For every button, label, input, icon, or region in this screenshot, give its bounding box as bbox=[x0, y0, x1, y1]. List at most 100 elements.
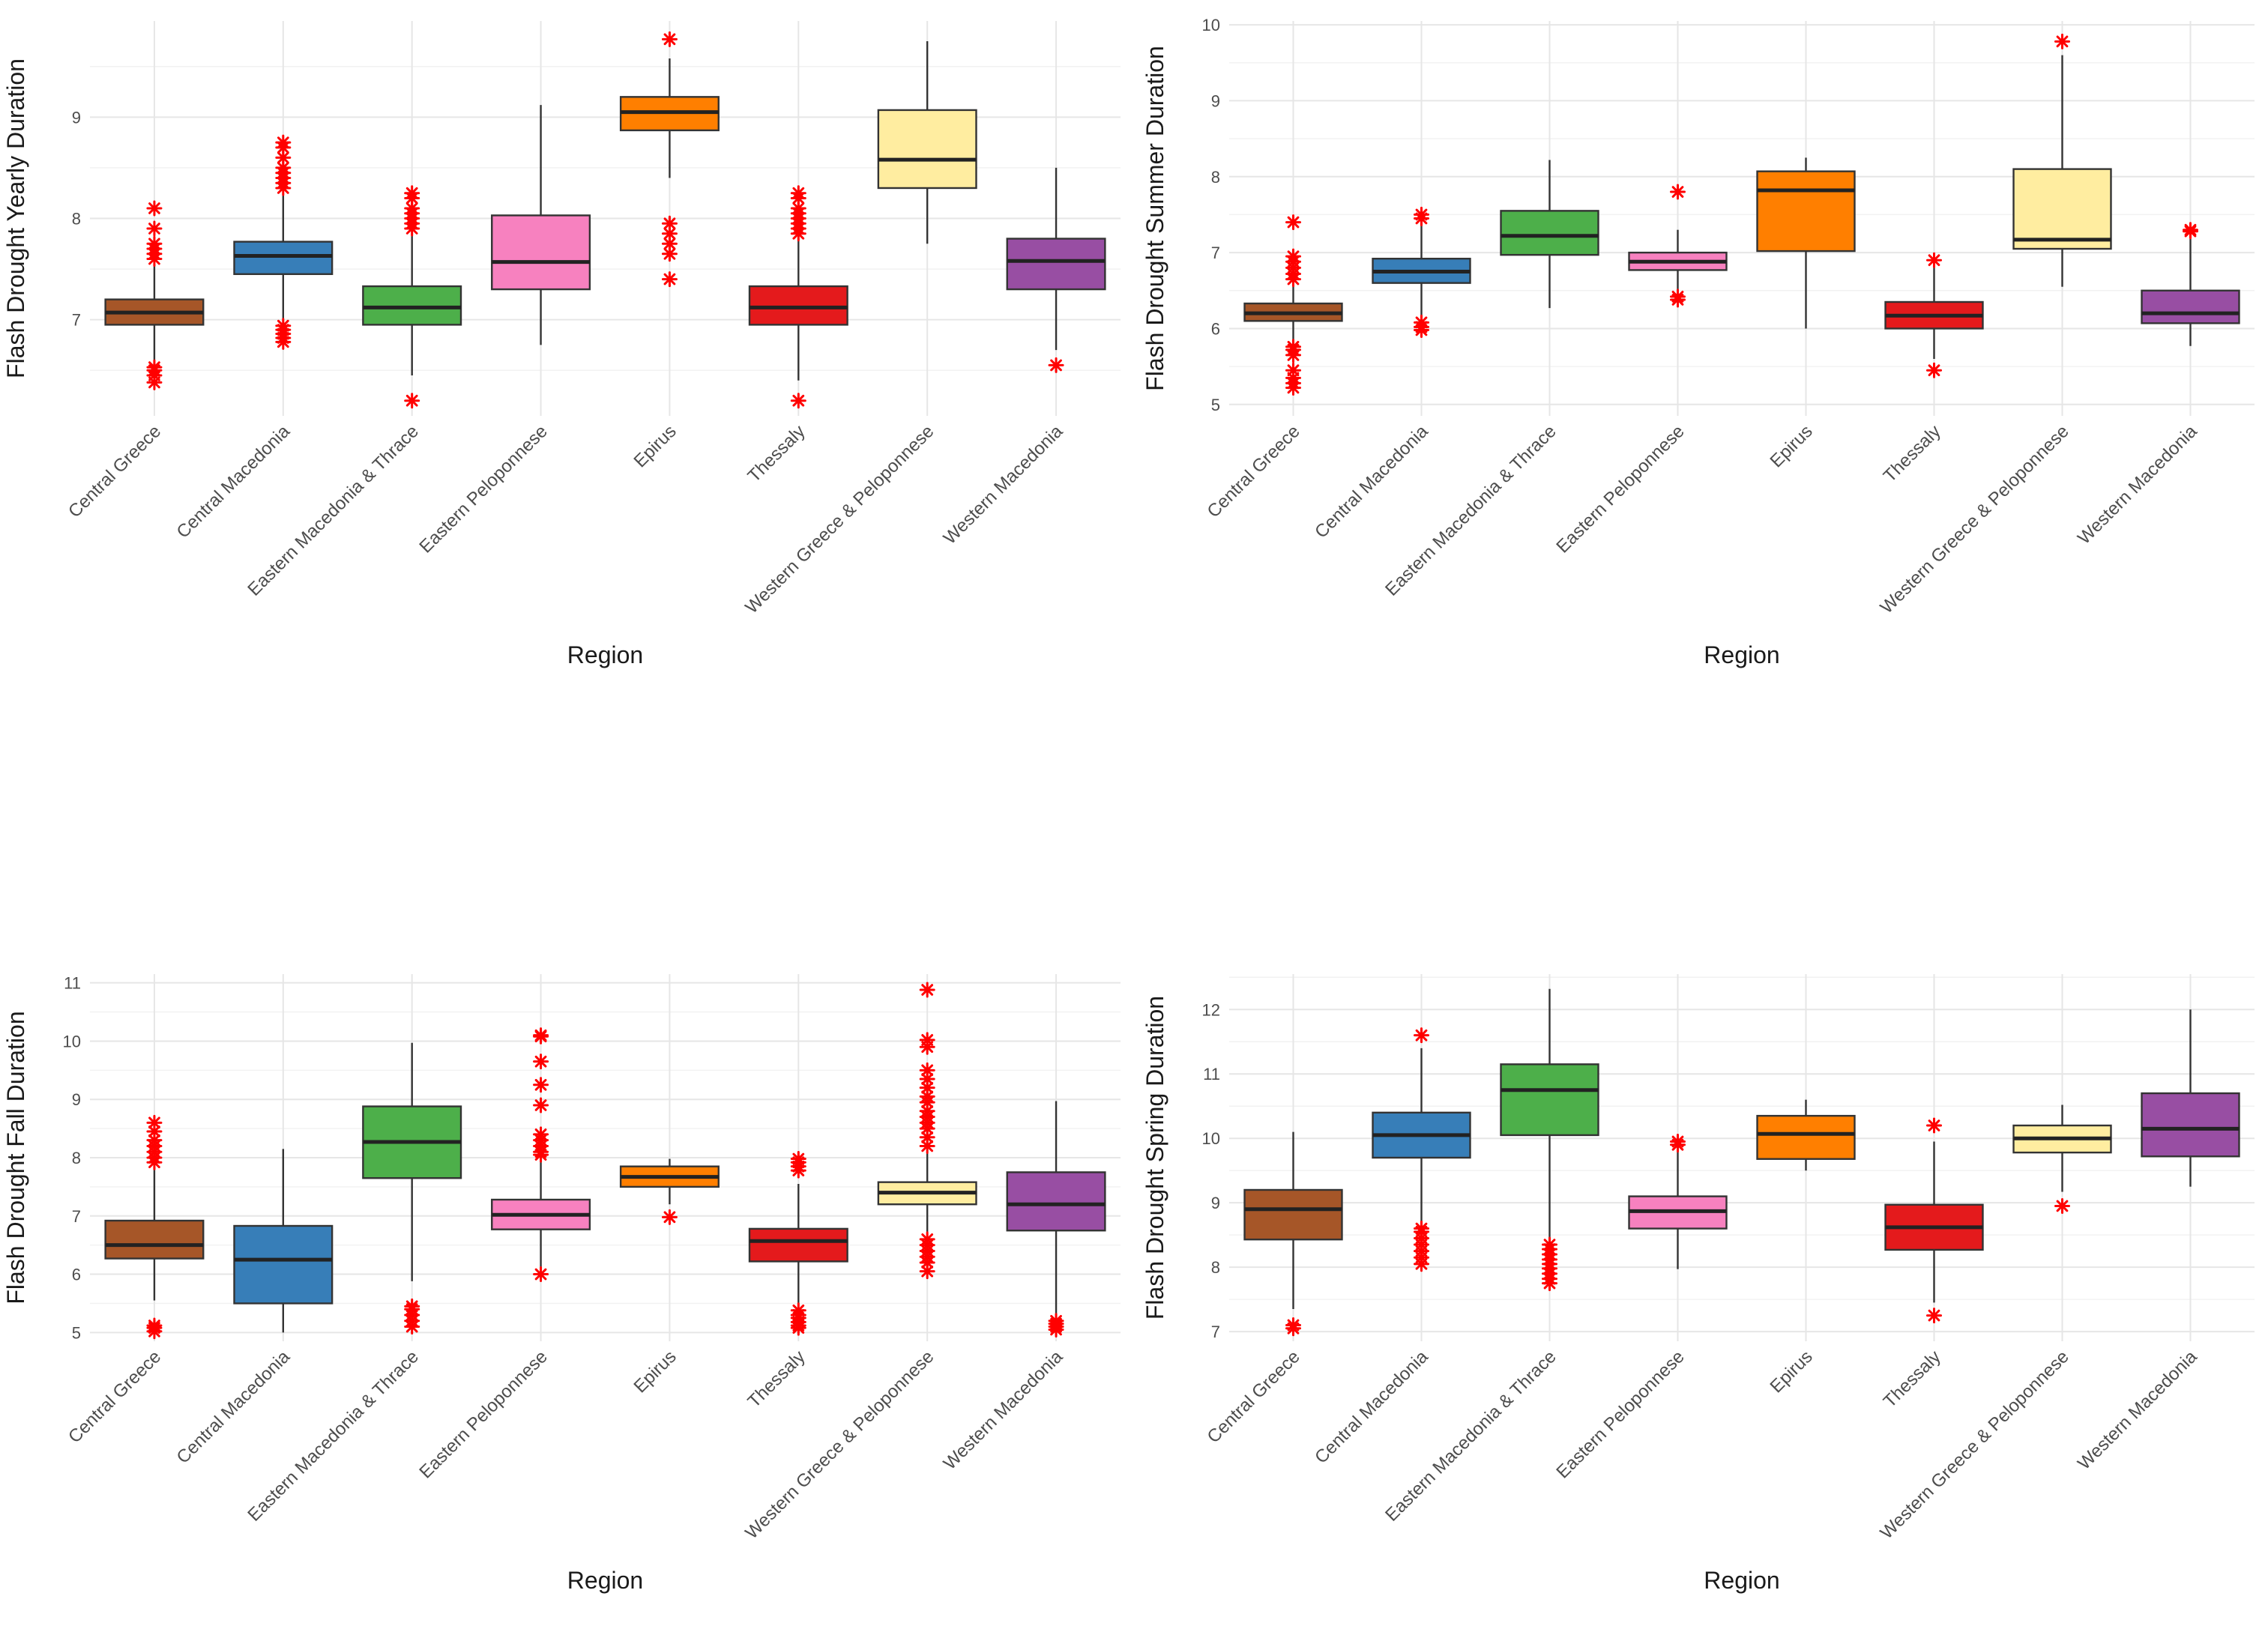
outlier-point bbox=[1670, 1134, 1686, 1150]
y-tick-label: 7 bbox=[1211, 244, 1220, 262]
box-body bbox=[362, 285, 462, 326]
outlier-stroke bbox=[534, 1268, 547, 1281]
y-tick-label: 7 bbox=[1211, 1323, 1220, 1341]
outlier-point bbox=[1670, 184, 1686, 200]
outlier-stroke bbox=[663, 227, 676, 240]
box-eastern-macedonia-and-thrace bbox=[362, 185, 462, 409]
x-tick-label-eastern-peloponnese: Eastern Peloponnese bbox=[1552, 421, 1688, 557]
outlier-stroke bbox=[921, 1064, 934, 1077]
outlier-stroke bbox=[1928, 1119, 1940, 1131]
outlier-stroke bbox=[534, 1099, 547, 1111]
x-tick-label-central-macedonia: Central Macedonia bbox=[173, 1347, 295, 1468]
outlier-stroke bbox=[792, 1304, 805, 1317]
outlier-stroke bbox=[663, 1211, 676, 1224]
x-tick-label-central-macedonia: Central Macedonia bbox=[1311, 421, 1432, 542]
box-central-greece bbox=[104, 1114, 205, 1340]
outlier-point bbox=[661, 1209, 678, 1225]
boxplots bbox=[1243, 988, 2240, 1337]
y-tick-label: 12 bbox=[1202, 1000, 1220, 1019]
box-epirus bbox=[619, 1158, 720, 1225]
x-tick-label-western-macedonia: Western Macedonia bbox=[940, 1347, 1067, 1474]
x-tick-label-epirus: Epirus bbox=[1767, 421, 1817, 471]
box-western-greece-and-peloponnese bbox=[2012, 1104, 2112, 1214]
box-western-greece-and-peloponnese bbox=[877, 41, 977, 244]
outlier-stroke bbox=[148, 202, 160, 214]
outlier-point bbox=[1414, 206, 1429, 223]
box-eastern-macedonia-and-thrace bbox=[1500, 988, 1599, 1292]
box-body bbox=[2012, 168, 2112, 250]
outlier-stroke bbox=[663, 238, 676, 250]
box-central-macedonia bbox=[233, 134, 334, 350]
outlier-stroke bbox=[1050, 359, 1062, 372]
outlier-stroke bbox=[921, 1265, 934, 1278]
box-eastern-peloponnese bbox=[1628, 184, 1728, 308]
box-body bbox=[748, 1227, 848, 1263]
box-thessaly bbox=[748, 185, 848, 409]
outlier-point bbox=[1542, 1236, 1557, 1253]
outlier-stroke bbox=[1287, 250, 1300, 263]
outlier-point bbox=[1414, 314, 1429, 330]
x-tick-label-western-macedonia: Western Macedonia bbox=[940, 421, 1067, 548]
x-tick-label-thessaly: Thessaly bbox=[1880, 421, 1945, 486]
outlier-stroke bbox=[921, 1090, 934, 1103]
outlier-stroke bbox=[1287, 340, 1300, 353]
y-tick-label: 7 bbox=[72, 311, 81, 330]
outlier-point bbox=[146, 1132, 163, 1149]
outlier-point bbox=[146, 200, 163, 217]
box-central-macedonia bbox=[1372, 206, 1471, 338]
x-tick-label-thessaly: Thessaly bbox=[744, 1347, 809, 1412]
outlier-point bbox=[404, 393, 420, 409]
outlier-stroke bbox=[792, 202, 805, 214]
y-axis-title: Flash Drought Fall Duration bbox=[2, 1011, 29, 1304]
outlier-point bbox=[919, 1032, 935, 1048]
outlier-point bbox=[919, 1088, 935, 1104]
box-body bbox=[1500, 1063, 1599, 1137]
x-tick-label-central-greece: Central Greece bbox=[1204, 1347, 1304, 1447]
box-western-macedonia bbox=[2141, 222, 2240, 346]
box-body bbox=[1006, 238, 1106, 291]
outlier-stroke bbox=[148, 361, 160, 374]
x-tick-label-western-macedonia: Western Macedonia bbox=[2074, 421, 2201, 548]
x-axis-title: Region bbox=[567, 641, 643, 668]
outlier-point bbox=[533, 1027, 549, 1044]
outlier-point bbox=[404, 1298, 420, 1314]
outlier-stroke bbox=[921, 1073, 934, 1085]
outlier-point bbox=[790, 1151, 806, 1167]
y-tick-labels: 5 6 7 8 9 10 11 bbox=[63, 974, 81, 1343]
outlier-stroke bbox=[663, 217, 676, 230]
y-tick-label: 10 bbox=[63, 1032, 81, 1051]
x-tick-label-western-macedonia: Western Macedonia bbox=[2074, 1347, 2201, 1474]
outlier-stroke bbox=[1671, 1135, 1684, 1148]
box-central-greece bbox=[104, 200, 205, 390]
outlier-stroke bbox=[277, 162, 289, 174]
outlier-point bbox=[1414, 1027, 1429, 1044]
box-thessaly bbox=[1884, 252, 1984, 378]
y-tick-label: 11 bbox=[64, 974, 81, 993]
x-tick-label-epirus: Epirus bbox=[1767, 1347, 1817, 1397]
box-central-macedonia bbox=[233, 1149, 334, 1333]
box-western-macedonia bbox=[1006, 1101, 1106, 1338]
box-central-macedonia bbox=[1372, 1027, 1471, 1272]
box-body bbox=[1756, 1114, 1856, 1160]
box-central-greece bbox=[1243, 214, 1343, 396]
y-tick-label: 8 bbox=[72, 1149, 81, 1167]
box-body bbox=[1500, 210, 1599, 256]
outlier-point bbox=[919, 1062, 935, 1078]
outlier-point bbox=[2054, 33, 2070, 49]
outlier-stroke bbox=[921, 1233, 934, 1245]
outlier-stroke bbox=[148, 1116, 160, 1129]
x-tick-label-central-greece: Central Greece bbox=[64, 421, 165, 522]
box-central-greece bbox=[1243, 1131, 1343, 1337]
outlier-point bbox=[790, 185, 806, 202]
outlier-point bbox=[919, 1137, 935, 1154]
outlier-stroke bbox=[1415, 208, 1428, 221]
outlier-stroke bbox=[921, 1081, 934, 1094]
box-body bbox=[233, 1224, 334, 1305]
outlier-stroke bbox=[1928, 364, 1940, 377]
y-tick-label: 9 bbox=[1211, 91, 1220, 110]
gridlines bbox=[90, 21, 1121, 416]
outlier-stroke bbox=[663, 33, 676, 46]
outlier-point bbox=[919, 982, 935, 998]
